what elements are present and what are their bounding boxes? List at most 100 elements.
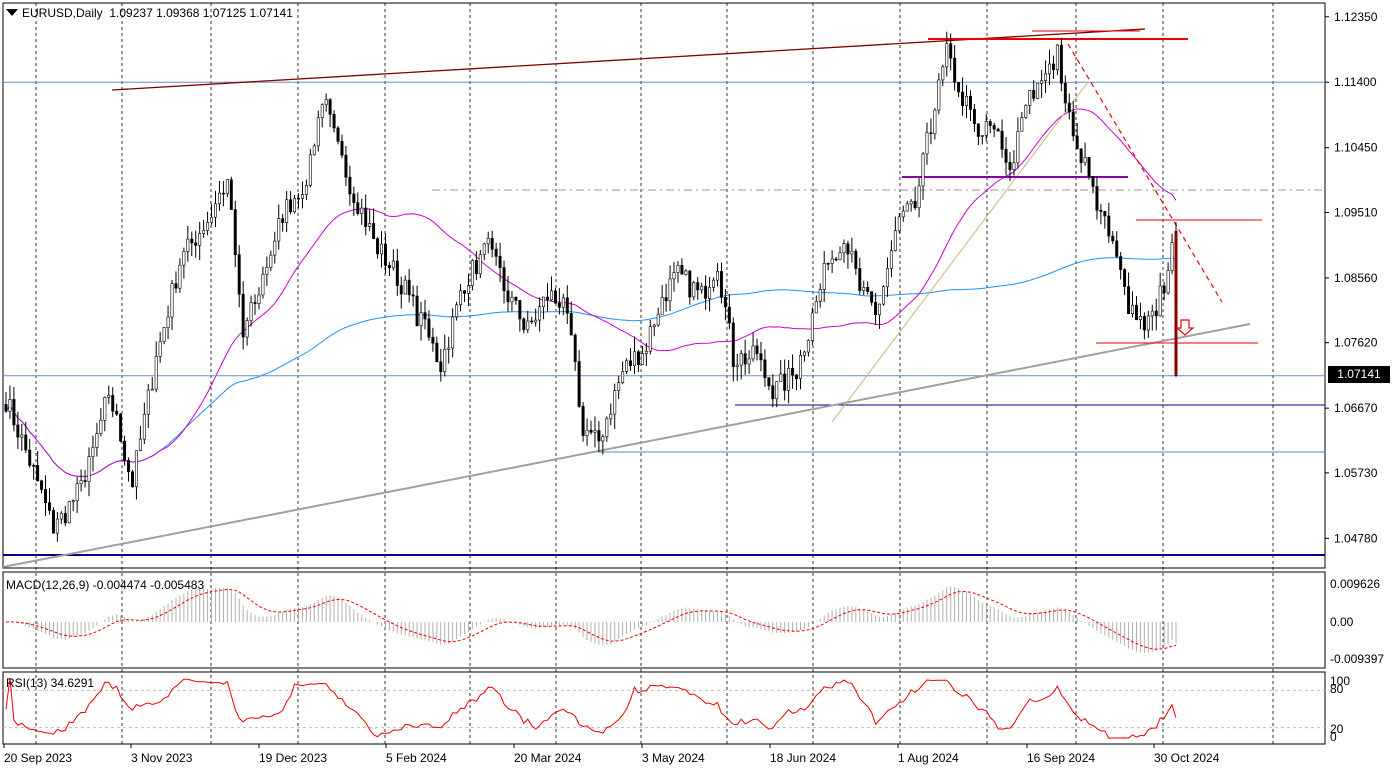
candle-body xyxy=(949,43,953,59)
date-tick-label: 3 Nov 2023 xyxy=(131,751,193,765)
candle-body xyxy=(293,197,297,213)
main-panel-frame xyxy=(2,2,1326,569)
candle-body xyxy=(716,271,719,281)
candle-body xyxy=(466,285,470,294)
candle-body xyxy=(178,264,182,289)
candle-body xyxy=(929,132,933,135)
candle-body xyxy=(20,434,24,438)
candle-body xyxy=(474,260,478,275)
candle-body xyxy=(664,297,668,302)
candle-body xyxy=(771,385,775,400)
candle-body xyxy=(1107,215,1111,237)
candle-body xyxy=(640,353,644,365)
candle-body xyxy=(1111,235,1115,242)
candle-body xyxy=(328,99,332,115)
date-tick-label: 3 May 2024 xyxy=(642,751,705,765)
candle-body xyxy=(245,320,249,338)
candle-body xyxy=(1063,82,1067,104)
candle-body xyxy=(324,99,328,106)
candle-body xyxy=(617,382,621,391)
candle-body xyxy=(502,267,506,292)
candle-body xyxy=(526,320,530,331)
candle-body xyxy=(206,222,210,231)
candle-body xyxy=(1119,256,1123,270)
candle-body xyxy=(1134,304,1138,320)
candle-body xyxy=(273,240,277,256)
candle-body xyxy=(1008,161,1012,170)
candle-body xyxy=(387,265,391,269)
candle-body xyxy=(739,353,743,366)
candle-body xyxy=(308,154,312,186)
candle-body xyxy=(115,410,119,415)
candle-body xyxy=(731,322,735,367)
candle-body xyxy=(719,271,723,298)
candle-body xyxy=(893,230,897,251)
candle-body xyxy=(632,351,636,367)
candle-body xyxy=(47,502,51,511)
candle-body xyxy=(24,434,28,451)
candle-body xyxy=(459,290,463,306)
candle-body xyxy=(712,279,716,288)
candle-body xyxy=(636,351,640,365)
candle-body xyxy=(364,207,368,227)
candle-body xyxy=(522,318,526,331)
candle-body xyxy=(229,179,233,210)
candle-body xyxy=(447,347,451,350)
candle-body xyxy=(581,406,585,436)
candle-body xyxy=(470,260,474,287)
candle-body xyxy=(968,96,972,110)
candle-body xyxy=(55,518,59,534)
candle-body xyxy=(119,413,123,442)
candle-body xyxy=(834,258,838,261)
candle-body xyxy=(380,243,383,255)
candle-body xyxy=(882,286,885,305)
candle-body xyxy=(107,395,111,398)
candle-body xyxy=(8,399,12,412)
candle-body xyxy=(63,512,67,524)
candle-body xyxy=(961,91,965,106)
price-tick-label: 1.08560 xyxy=(1334,271,1378,285)
candle-body xyxy=(585,429,589,436)
candle-body xyxy=(360,207,364,214)
price-tick-label: 1.11400 xyxy=(1334,75,1377,89)
candle-body xyxy=(743,353,747,365)
candle-body xyxy=(170,283,174,318)
candle-body xyxy=(423,312,427,320)
symbol-dropdown-icon[interactable] xyxy=(6,9,18,16)
price-tick-label: 1.04780 xyxy=(1334,531,1378,545)
candle-body xyxy=(490,238,494,250)
candle-body xyxy=(676,264,680,273)
rsi-title: RSI(13) 34.6291 xyxy=(6,676,95,690)
candle-body xyxy=(1055,44,1059,70)
candle-body xyxy=(190,238,194,244)
candle-body xyxy=(953,57,957,83)
rsi-tick-label: 0 xyxy=(1330,730,1337,744)
down-arrow-icon xyxy=(1175,319,1195,336)
macd-signal-line xyxy=(5,589,1177,650)
macd-tick-label: 0.00 xyxy=(1330,615,1354,629)
date-tick-label: 1 Aug 2024 xyxy=(898,751,959,765)
date-tick-label: 30 Oct 2024 xyxy=(1154,751,1220,765)
price-tick-label: 1.10450 xyxy=(1334,141,1378,155)
candle-body xyxy=(779,373,783,382)
candle-body xyxy=(451,316,455,349)
macd-tick-label: -0.009397 xyxy=(1330,652,1384,666)
candle-body xyxy=(407,279,411,296)
candle-body xyxy=(933,109,937,135)
candle-body xyxy=(111,395,115,412)
candle-body xyxy=(482,243,486,255)
candle-body xyxy=(383,243,387,266)
date-tick-label: 18 Jun 2024 xyxy=(770,751,836,765)
candle-body xyxy=(854,250,858,269)
candle-body xyxy=(1099,210,1103,212)
candle-body xyxy=(984,121,988,136)
candle-body xyxy=(257,294,261,304)
candle-body xyxy=(281,218,285,223)
candle-body xyxy=(700,285,704,291)
candle-body xyxy=(336,127,340,142)
candle-body xyxy=(648,326,652,352)
candle-body xyxy=(214,203,217,218)
candle-body xyxy=(1040,80,1044,84)
candle-body xyxy=(549,290,553,301)
